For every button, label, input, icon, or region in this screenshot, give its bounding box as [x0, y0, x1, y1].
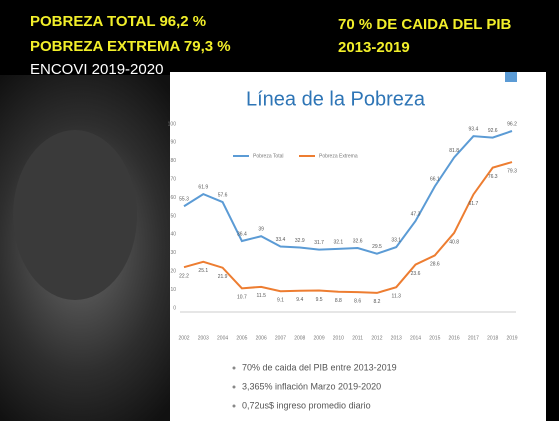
y-tick-label: 90	[170, 140, 176, 146]
y-tick-label: 80	[170, 158, 176, 164]
x-tick-label: 2019	[506, 335, 517, 341]
data-label: 25.1	[198, 268, 208, 274]
data-label: 40.8	[449, 239, 459, 245]
x-tick-label: 2010	[333, 335, 344, 341]
slide-badge	[505, 72, 517, 82]
y-tick-label: 20	[170, 269, 176, 275]
data-label: 23.6	[411, 271, 421, 277]
data-label: 32.6	[353, 238, 363, 244]
y-tick-label: 10	[170, 287, 176, 293]
legend-label: Pobreza Total	[253, 153, 283, 159]
x-tick-label: 2012	[371, 335, 382, 341]
data-label: 66.1	[430, 177, 440, 183]
data-label: 31.7	[314, 240, 324, 246]
data-label: 39	[258, 227, 264, 233]
y-tick-label: 30	[170, 250, 176, 256]
x-tick-label: 2009	[313, 335, 324, 341]
data-label: 47.3	[411, 211, 421, 217]
x-tick-label: 2011	[352, 335, 363, 341]
pib-note: 70 % DE CAIDA DEL PIB	[338, 16, 512, 33]
data-label: 32.9	[295, 238, 305, 244]
headline: POBREZA TOTAL 96,2 %	[30, 13, 206, 30]
y-tick-label: 50	[170, 213, 176, 219]
source: ENCOVI 2019-2020	[30, 61, 163, 78]
x-tick-label: 2017	[468, 335, 479, 341]
data-label: 8.2	[373, 299, 380, 305]
data-label: 93.4	[469, 126, 479, 132]
data-label: 21.9	[218, 274, 228, 280]
data-label: 28.6	[430, 262, 440, 268]
data-label: 79.3	[507, 168, 517, 174]
data-label: 61.7	[469, 201, 479, 207]
series-line	[183, 130, 513, 255]
bullet: 70% de caida del PIB entre 2013-2019	[242, 362, 397, 372]
data-label: 36.4	[237, 231, 247, 237]
x-tick-label: 2003	[198, 335, 209, 341]
data-label: 9.4	[296, 297, 303, 303]
headline: POBREZA EXTREMA 79,3 %	[30, 38, 231, 55]
data-label: 22.2	[179, 273, 189, 279]
data-label: 11.3	[392, 294, 402, 300]
x-tick-label: 2006	[256, 335, 267, 341]
y-tick-label: 100	[168, 121, 177, 127]
pib-note: 2013-2019	[338, 39, 410, 56]
x-tick-label: 2008	[294, 335, 305, 341]
y-tick-label: 0	[173, 305, 176, 311]
data-label: 32.1	[333, 239, 343, 245]
data-label: 57.6	[218, 192, 228, 198]
data-label: 8.6	[354, 299, 361, 305]
x-tick-label: 2005	[236, 335, 247, 341]
x-tick-label: 2016	[449, 335, 460, 341]
data-label: 9.5	[316, 297, 323, 303]
chart-title: Línea de la Pobreza	[246, 88, 426, 110]
data-label: 61.9	[198, 184, 208, 190]
bullet: 0,72us$ ingreso promedio diario	[242, 400, 371, 410]
data-label: 55.3	[179, 197, 189, 203]
bullet-dot	[232, 366, 236, 370]
data-label: 33.4	[276, 237, 286, 243]
data-label: 29.5	[372, 244, 382, 250]
slide-panel	[170, 72, 546, 421]
bullet: 3,365% inflación Marzo 2019-2020	[242, 381, 381, 391]
data-label: 9.1	[277, 298, 284, 304]
bullet-dot	[232, 385, 236, 389]
x-tick-label: 2018	[487, 335, 498, 341]
y-tick-label: 40	[170, 232, 176, 238]
y-tick-label: 70	[170, 177, 176, 183]
x-tick-label: 2007	[275, 335, 286, 341]
data-label: 96.2	[507, 121, 517, 127]
x-tick-label: 2015	[429, 335, 440, 341]
x-tick-label: 2004	[217, 335, 228, 341]
legend-label: Pobreza Extrema	[319, 153, 358, 159]
data-label: 8.8	[335, 298, 342, 304]
data-label: 33.1	[391, 237, 401, 243]
y-tick-label: 60	[170, 195, 176, 201]
x-tick-label: 2002	[178, 335, 189, 341]
data-label: 76.3	[488, 174, 498, 180]
x-tick-label: 2013	[391, 335, 402, 341]
data-label: 92.6	[488, 128, 498, 134]
photo-face	[13, 130, 137, 300]
x-tick-label: 2014	[410, 335, 421, 341]
series-line	[183, 161, 513, 294]
data-label: 10.7	[237, 295, 247, 301]
data-label: 11.5	[256, 293, 266, 299]
bullet-dot	[232, 404, 236, 408]
data-label: 81.8	[449, 148, 459, 154]
